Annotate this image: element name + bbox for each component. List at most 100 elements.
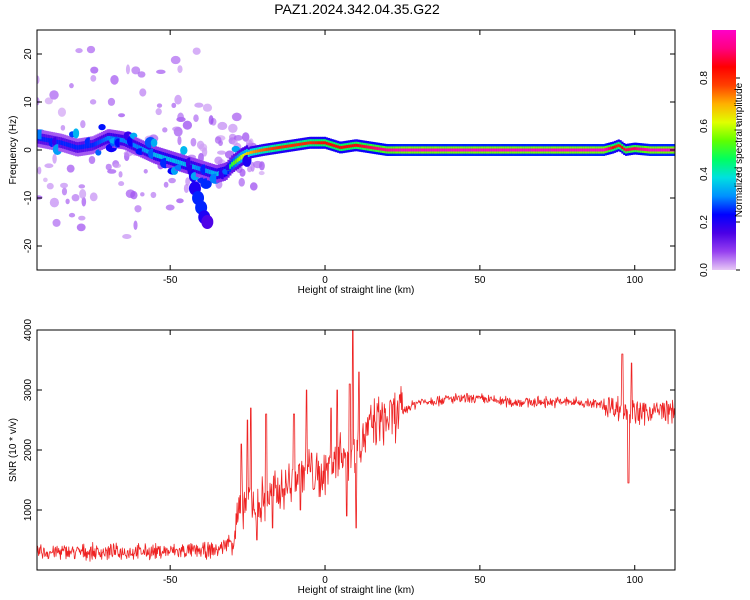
spectrogram-noise-blob	[105, 163, 112, 171]
spectrogram-ridge-core	[309, 141, 312, 145]
spectrogram-ridge-core	[273, 146, 277, 150]
spectrogram-noise-blob	[60, 124, 66, 131]
spectrogram-ridge-core	[426, 148, 429, 152]
spectrogram-noise-blob	[208, 115, 214, 125]
spectrogram-ridge-core	[567, 148, 570, 152]
spectrogram-ridge-blob	[98, 124, 106, 131]
colorbar: 0.0 0.2 0.4 0.6 0.8 Normalized spectral ampl…	[699, 30, 745, 277]
spectrogram-ridge-core	[489, 148, 492, 152]
spectrogram-noise-blob	[65, 198, 70, 205]
spectrogram-marks	[37, 45, 675, 240]
spectrogram-noise-blob	[168, 177, 176, 184]
spectrogram-noise-blob	[258, 171, 265, 176]
spectrogram-ridge-core	[606, 147, 609, 151]
spectrogram-ridge-core	[138, 145, 141, 150]
spectrogram-ridge-core	[396, 148, 399, 152]
spectrogram-ridge-blob	[231, 145, 241, 153]
spectrogram-ridge-core	[643, 147, 646, 151]
spectrogram-ridge-core	[630, 147, 633, 151]
spectrogram-ridge-core	[658, 148, 661, 152]
spectrogram-noise-blob	[163, 181, 169, 188]
y-tick-label: -20	[23, 238, 34, 253]
spectrogram-ridge-core	[459, 148, 462, 152]
x-tick-label: 100	[626, 575, 643, 586]
spectrogram-ridge-core	[418, 148, 421, 152]
spectrogram-ridge-core	[407, 148, 410, 152]
spectrogram-ridge-core	[346, 145, 349, 149]
spectrogram-ridge-core	[392, 148, 395, 152]
spectrogram-noise-blob	[131, 66, 141, 75]
spectrogram-noise-blob	[86, 45, 96, 54]
spectrogram-noise-blob	[150, 191, 157, 199]
spectrogram-noise-blob	[68, 212, 76, 218]
spectrogram-ridge-core	[236, 157, 239, 163]
spectrogram-noise-blob	[43, 177, 48, 183]
spectrogram-ridge-core	[158, 154, 161, 159]
spectrogram-noise-blob	[89, 192, 98, 202]
spectrogram-ridge-core	[597, 148, 600, 152]
spectrogram-noise-blob	[113, 163, 122, 169]
spectrogram-ridge-core	[641, 147, 644, 151]
spectrogram-ridge-core	[251, 150, 254, 154]
spectrogram-ridge-core	[141, 147, 145, 152]
spectrogram-ridge-blob	[95, 149, 102, 156]
spectrogram-ridge-core	[424, 148, 427, 152]
spectrogram-noise-blob	[217, 121, 228, 131]
spectrogram-ridge-core	[173, 158, 176, 164]
y-tick-label: 3000	[23, 378, 34, 401]
spectrogram-ridge-core	[474, 148, 477, 152]
spectrogram-ridge-core	[45, 137, 48, 143]
spectrogram-ridge-core	[511, 148, 514, 152]
spectrogram-ridge-core	[537, 148, 540, 152]
spectrogram-ridge-core	[571, 148, 574, 152]
spectrogram-ridge-core	[357, 144, 360, 148]
spectrogram-ridge-core	[569, 148, 572, 152]
spectrogram-ridge-core	[662, 148, 665, 152]
spectrogram-ridge-core	[612, 146, 615, 150]
spectrogram-ridge-core	[651, 148, 654, 152]
spectrogram-ridge-core	[433, 148, 436, 152]
spectrogram-ridge-core	[394, 148, 397, 152]
spectrogram-ridge-core	[381, 147, 384, 151]
spectrogram-ridge-core	[316, 141, 319, 145]
spectrogram-ridge-core	[541, 148, 544, 152]
spectrogram-ridge-core	[491, 148, 494, 152]
spectrogram-ridge-core	[442, 148, 446, 152]
spectrogram-branch-blob	[201, 215, 214, 229]
spectrogram-noise-blob	[183, 183, 189, 194]
spectrogram-noise-blob	[118, 113, 126, 118]
spectrogram-ridge-core	[353, 143, 356, 147]
spectrogram-ridge-core	[452, 148, 455, 152]
x-tick-label: 0	[322, 575, 328, 586]
spectrogram-ridge-blob	[150, 138, 158, 148]
spectrogram-ridge-core	[547, 148, 550, 152]
spectrogram-noise-blob	[90, 74, 97, 82]
x-tick-label: 0	[322, 275, 328, 286]
spectrogram-noise-blob	[37, 166, 42, 175]
spectrogram-ridge-core	[608, 147, 611, 151]
spectrogram-noise-blob	[194, 102, 204, 108]
spectrogram-ridge-core	[296, 143, 299, 147]
spectrogram-ridge-core	[465, 148, 468, 152]
spectrogram-ridge-core	[463, 148, 466, 152]
spectrogram-x-label: Height of straight line (km)	[298, 285, 415, 296]
spectrogram-ridge-core	[264, 148, 267, 152]
spectrogram-ridge-core	[437, 148, 440, 152]
spectrogram-ridge-core	[56, 139, 59, 145]
spectrogram-noise-blob	[52, 218, 61, 227]
spectrogram-ridge-core	[271, 146, 275, 150]
spectrogram-ridge-core	[47, 137, 50, 143]
spectrogram-ridge-core	[530, 148, 533, 152]
spectrogram-ridge-core	[431, 148, 435, 152]
spectrogram-ridge-core	[355, 143, 358, 147]
spectrogram-ridge-core	[84, 144, 87, 149]
colorbar-ticks: 0.0 0.2 0.4 0.6 0.8	[699, 71, 740, 277]
spectrogram-ridge-core	[565, 148, 568, 152]
spectrogram-noise-blob	[46, 182, 54, 190]
spectrogram-ridge-core	[184, 162, 187, 167]
spectrogram-ridge-core	[448, 148, 451, 152]
spectrogram-ridge-core	[639, 147, 643, 151]
spectrogram-ridge-core	[500, 148, 503, 152]
spectrogram-ridge-core	[422, 148, 425, 152]
spectrogram-ridge-core	[102, 137, 106, 143]
